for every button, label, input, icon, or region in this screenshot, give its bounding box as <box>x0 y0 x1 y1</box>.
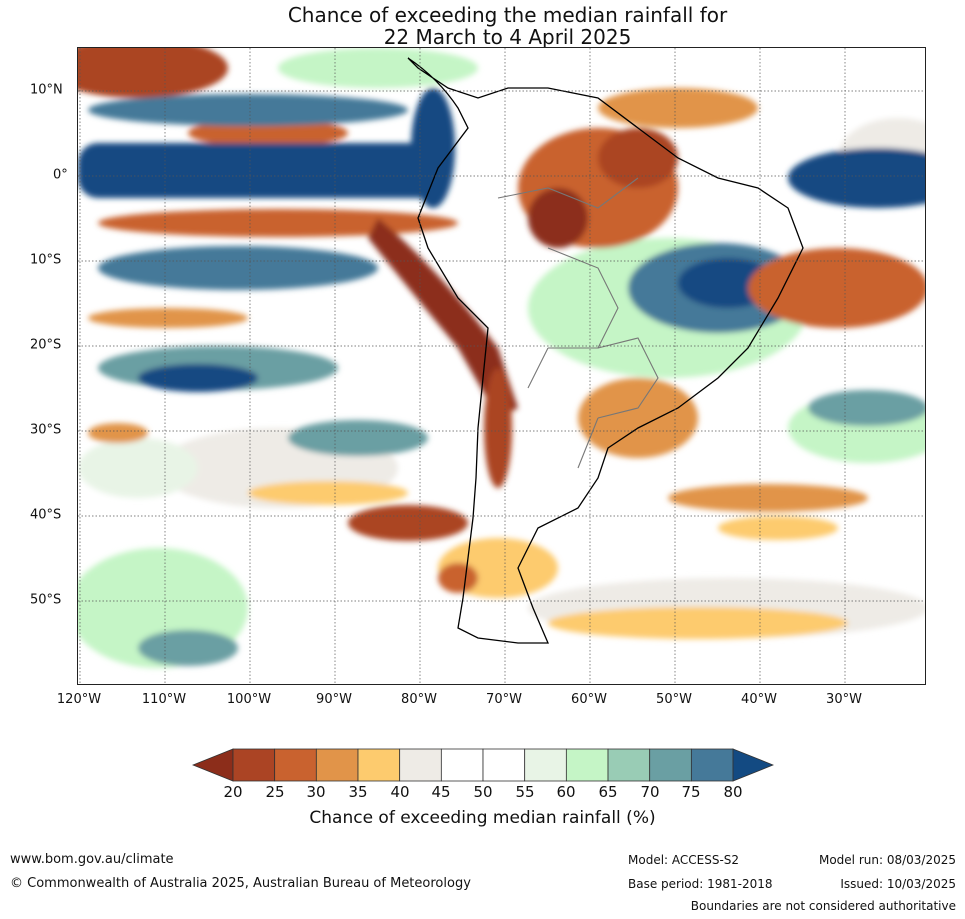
colorbar-tick-60: 60 <box>556 783 576 801</box>
colorbar-tick-40: 40 <box>390 783 410 801</box>
graticule <box>78 48 925 684</box>
colorbar-tick-75: 75 <box>681 783 701 801</box>
lon-label-70w: 70°W <box>486 692 522 707</box>
colorbar-segment <box>482 748 526 782</box>
colorbar-extend-low <box>192 748 234 782</box>
colorbar-segment <box>607 748 651 782</box>
coastline <box>407 57 804 644</box>
lat-label-10s: 10°S <box>30 252 62 268</box>
lat-label-50s: 50°S <box>30 592 62 608</box>
lon-label-120w: 120°W <box>56 692 102 707</box>
lon-label-100w: 100°W <box>226 692 272 707</box>
lon-label-80w: 80°W <box>401 692 437 707</box>
lon-label-60w: 60°W <box>571 692 607 707</box>
lon-label-110w: 110°W <box>141 692 187 707</box>
colorbar-segment <box>357 748 401 782</box>
colorbar-segment <box>690 748 734 782</box>
base-period: Base period: 1981-2018 <box>628 877 773 891</box>
lat-label-20s: 20°S <box>30 337 62 353</box>
colorbar-tick-20: 20 <box>223 783 243 801</box>
lon-label-90w: 90°W <box>316 692 352 707</box>
colorbar-tick-50: 50 <box>473 783 493 801</box>
issued-date: Issued: 10/03/2025 <box>840 877 956 891</box>
colorbar-segment <box>315 748 359 782</box>
lon-label-40w: 40°W <box>741 692 777 707</box>
colorbar-segment <box>274 748 317 782</box>
copyright-text: © Commonwealth of Australia 2025, Austra… <box>10 876 471 891</box>
colorbar <box>192 748 774 782</box>
colorbar-tick-25: 25 <box>265 783 285 801</box>
model-run-date: Model run: 08/03/2025 <box>818 853 956 867</box>
boundaries-disclaimer: Boundaries are not considered authoritat… <box>690 899 956 913</box>
lon-label-50w: 50°W <box>656 692 692 707</box>
colorbar-segment <box>649 748 692 782</box>
colorbar-segment <box>440 748 484 782</box>
colorbar-tick-65: 65 <box>598 783 618 801</box>
lat-label-0: 0° <box>53 167 68 183</box>
colorbar-tick-70: 70 <box>640 783 660 801</box>
colorbar-tick-45: 45 <box>431 783 451 801</box>
title-line-2: 22 March to 4 April 2025 <box>383 25 632 49</box>
lon-label-30w: 30°W <box>826 692 862 707</box>
lat-label-10n: 10°N <box>30 82 63 98</box>
country-borders <box>497 177 659 469</box>
colorbar-tick-30: 30 <box>306 783 326 801</box>
colorbar-title: Chance of exceeding median rainfall (%) <box>309 808 656 828</box>
colorbar-segment <box>232 748 276 782</box>
title-line-1: Chance of exceeding the median rainfall … <box>287 3 728 27</box>
colorbar-tick-35: 35 <box>348 783 368 801</box>
colorbar-tick-55: 55 <box>515 783 535 801</box>
map-title: Chance of exceeding the median rainfall … <box>0 4 965 48</box>
colorbar-segment <box>399 748 442 782</box>
lat-label-30s: 30°S <box>30 422 62 438</box>
bom-website-link[interactable]: www.bom.gov.au/climate <box>10 852 174 867</box>
lat-label-40s: 40°S <box>30 507 62 523</box>
colorbar-segment <box>524 748 567 782</box>
colorbar-extend-high <box>732 748 774 782</box>
rainfall-probability-map <box>77 47 926 685</box>
colorbar-segment <box>565 748 609 782</box>
colorbar-tick-80: 80 <box>723 783 743 801</box>
probability-field <box>78 48 925 668</box>
model-name: Model: ACCESS-S2 <box>628 853 740 867</box>
